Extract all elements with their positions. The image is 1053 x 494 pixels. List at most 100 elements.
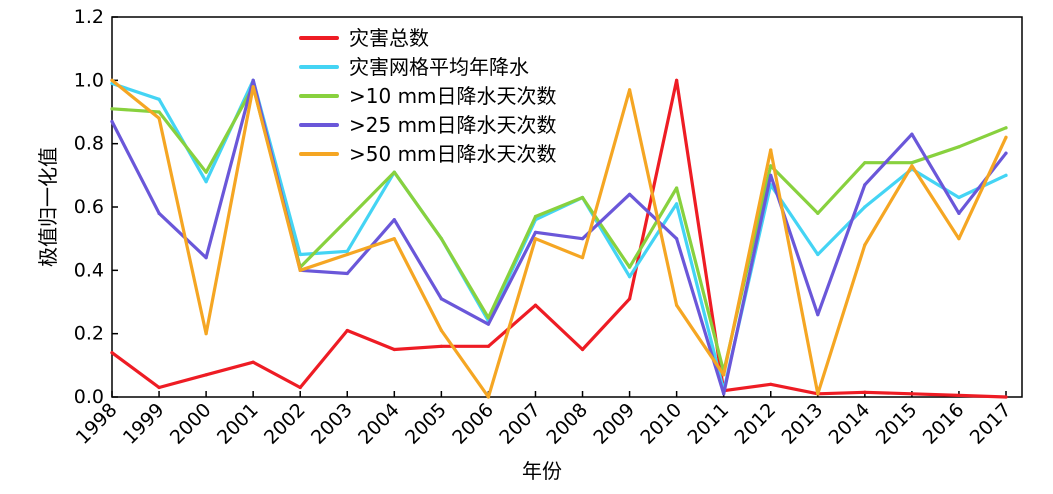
legend-item: >25 mm日降水天次数 bbox=[299, 113, 557, 137]
x-tick-label: 2015 bbox=[872, 399, 922, 449]
data-point bbox=[769, 148, 773, 152]
data-point bbox=[204, 373, 208, 377]
y-tick-label: 1.2 bbox=[74, 6, 104, 28]
data-point bbox=[675, 237, 679, 241]
data-point bbox=[486, 395, 491, 399]
data-point bbox=[957, 211, 961, 215]
x-tick-label: 2006 bbox=[448, 399, 498, 449]
y-tick-label: 0.4 bbox=[74, 259, 104, 281]
data-point bbox=[627, 297, 632, 301]
x-tick-label: 2013 bbox=[778, 399, 828, 449]
legend-label: >50 mm日降水天次数 bbox=[349, 142, 557, 166]
data-point bbox=[769, 382, 773, 386]
data-point bbox=[345, 249, 349, 253]
data-point bbox=[816, 392, 820, 396]
x-tick-label: 2014 bbox=[825, 399, 875, 449]
legend-label: >25 mm日降水天次数 bbox=[349, 113, 557, 137]
data-point bbox=[157, 385, 161, 390]
data-point bbox=[298, 385, 302, 390]
x-tick-label: 2017 bbox=[966, 399, 1016, 449]
data-point bbox=[627, 275, 632, 279]
data-point bbox=[910, 164, 914, 168]
series-line bbox=[110, 78, 1008, 399]
x-tick-label: 1999 bbox=[119, 399, 169, 449]
data-point bbox=[251, 360, 255, 364]
data-point bbox=[816, 211, 820, 215]
data-point bbox=[251, 78, 255, 82]
data-point bbox=[157, 110, 161, 114]
data-point bbox=[1004, 173, 1008, 177]
data-point bbox=[675, 186, 679, 190]
data-point bbox=[110, 351, 114, 355]
data-point bbox=[204, 256, 208, 260]
series-5 bbox=[110, 78, 1008, 399]
data-point bbox=[769, 173, 773, 177]
data-point bbox=[957, 195, 961, 200]
data-point bbox=[1004, 126, 1008, 130]
data-point bbox=[863, 183, 867, 187]
data-point bbox=[863, 243, 867, 247]
data-point bbox=[486, 322, 491, 326]
y-tick-label: 0.8 bbox=[74, 133, 104, 155]
data-point bbox=[580, 347, 585, 352]
data-point bbox=[722, 373, 726, 377]
data-point bbox=[675, 303, 679, 307]
x-tick-label: 2008 bbox=[542, 399, 592, 449]
y-tick-label: 1.0 bbox=[74, 69, 104, 91]
data-point bbox=[392, 218, 396, 222]
data-point bbox=[957, 145, 961, 149]
x-tick-label: 2000 bbox=[166, 399, 216, 449]
legend-item: >50 mm日降水天次数 bbox=[299, 142, 557, 166]
series-lines bbox=[110, 78, 1008, 399]
data-point bbox=[298, 268, 302, 272]
data-point bbox=[816, 252, 820, 257]
y-tick-label: 0.6 bbox=[74, 196, 104, 218]
data-point bbox=[910, 132, 914, 136]
data-point bbox=[580, 237, 585, 241]
data-point bbox=[627, 88, 632, 92]
x-tick-label: 2012 bbox=[731, 399, 781, 449]
data-point bbox=[910, 392, 914, 396]
series-line bbox=[110, 78, 1008, 399]
data-point bbox=[533, 237, 538, 241]
x-tick-label: 2003 bbox=[307, 399, 357, 449]
legend-item: 灾害网格平均年降水 bbox=[299, 55, 529, 79]
data-point bbox=[957, 237, 961, 241]
data-point bbox=[439, 297, 443, 301]
x-tick-label: 2005 bbox=[401, 399, 451, 449]
data-point bbox=[769, 164, 773, 168]
x-tick-label: 2010 bbox=[636, 399, 686, 449]
data-point bbox=[863, 390, 867, 394]
data-point bbox=[486, 344, 491, 348]
data-point bbox=[204, 180, 208, 184]
data-point bbox=[1004, 135, 1008, 139]
data-point bbox=[863, 205, 867, 209]
data-point bbox=[157, 211, 161, 215]
data-point bbox=[675, 78, 679, 82]
data-point bbox=[627, 192, 632, 196]
data-point bbox=[204, 170, 208, 174]
data-point bbox=[345, 252, 349, 257]
data-point bbox=[392, 347, 396, 352]
data-point bbox=[863, 161, 867, 165]
y-tick-label: 0.2 bbox=[74, 323, 104, 345]
data-point bbox=[627, 265, 632, 269]
data-point bbox=[533, 214, 538, 219]
data-point bbox=[1004, 151, 1008, 155]
x-tick-label: 2016 bbox=[919, 399, 969, 449]
x-tick-label: 2001 bbox=[213, 399, 263, 449]
x-tick-label: 2004 bbox=[354, 399, 404, 449]
y-axis-title: 极值归一化值 bbox=[36, 147, 60, 267]
data-point bbox=[580, 256, 585, 260]
data-point bbox=[722, 392, 726, 396]
data-point bbox=[392, 237, 396, 241]
data-point bbox=[439, 237, 443, 241]
data-point bbox=[345, 271, 349, 276]
data-point bbox=[1004, 395, 1008, 399]
y-tick-label: 0.0 bbox=[74, 386, 104, 408]
data-point bbox=[392, 170, 396, 174]
x-tick-label: 2007 bbox=[495, 399, 545, 449]
data-point bbox=[345, 328, 349, 333]
data-point bbox=[298, 252, 302, 257]
